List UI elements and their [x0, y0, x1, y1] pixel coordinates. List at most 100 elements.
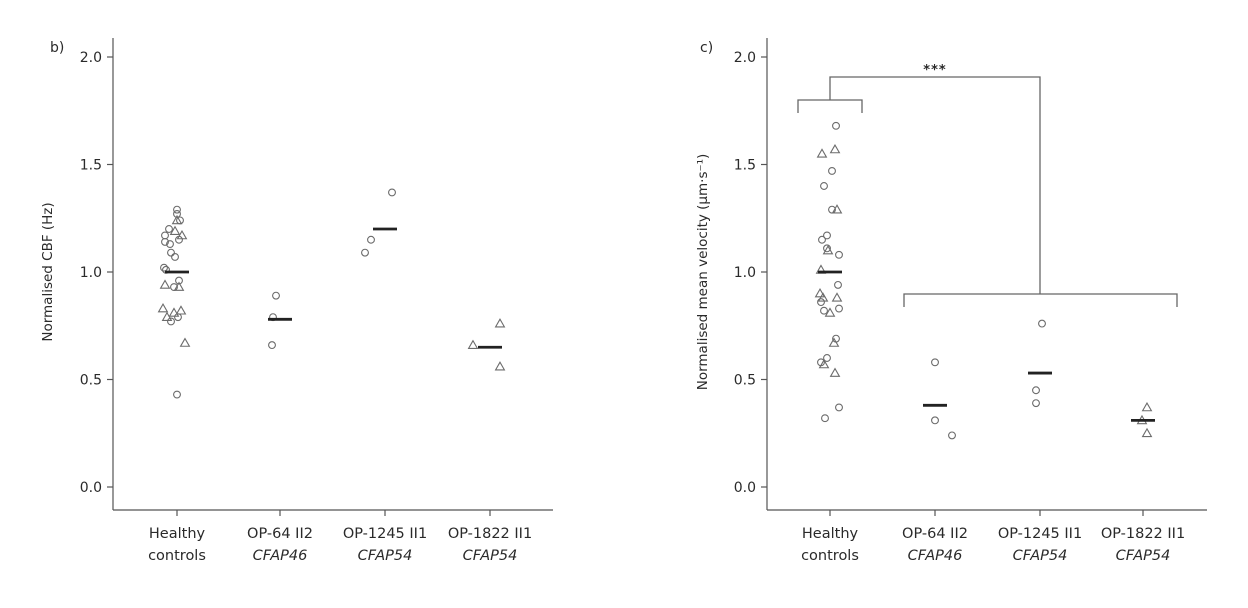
data-point-circle	[166, 240, 174, 249]
category-label: OP-64 II2	[902, 526, 968, 542]
category-label: OP-1822 II1	[448, 526, 532, 542]
data-point-circle	[835, 403, 843, 412]
x-categories: Healthy controls OP-64 II2 CFAP46 OP-1245 II…	[801, 510, 1185, 564]
data-point-circle	[1032, 399, 1040, 408]
y-tick-label: 2.0	[80, 50, 102, 66]
data-point-circle	[821, 414, 829, 423]
category-label: OP-1245 II1	[343, 526, 427, 542]
significance-label: ***	[923, 63, 946, 78]
x-categories: Healthy controls OP-64 II2 CFAP46 OP-1245 II…	[148, 510, 532, 564]
data-point-triangle	[831, 204, 843, 214]
data-point-circle	[820, 306, 828, 315]
bracket-patients	[903, 293, 1178, 307]
data-point-circle	[161, 237, 169, 246]
data-point-circle	[1038, 319, 1046, 328]
data-point-circle	[167, 317, 175, 326]
data-point-circle	[167, 248, 175, 257]
data-point-circle	[823, 244, 831, 253]
data-point-circle	[272, 291, 280, 300]
data-point-triangle	[159, 279, 171, 289]
data-point-circle	[367, 235, 375, 244]
data-point-triangle	[161, 311, 173, 322]
data-point-circle	[818, 235, 826, 244]
data-point-triangle	[494, 361, 506, 371]
data-point-circle	[165, 225, 173, 233]
data-point-circle	[817, 298, 825, 307]
bracket-connector	[829, 76, 1041, 294]
gene-label: CFAP46	[908, 548, 963, 564]
category-label: controls	[148, 548, 206, 564]
data-point-triangle	[814, 287, 826, 298]
data-point-circle	[173, 390, 181, 399]
y-tick-label: 1.5	[734, 158, 756, 174]
data-point-triangle	[816, 148, 828, 158]
mean-bars	[818, 270, 1155, 422]
data-point-circle	[931, 416, 939, 425]
data-point-circle	[171, 253, 179, 261]
category-label: OP-1245 II1	[998, 526, 1082, 542]
data-point-triangle	[169, 225, 181, 235]
gene-label: CFAP54	[463, 548, 518, 564]
data-point-triangle	[494, 318, 506, 328]
data-point-circle	[174, 313, 182, 322]
data-point-circle	[175, 235, 183, 244]
data-point-circle	[835, 304, 843, 313]
data-point-triangle	[179, 337, 191, 347]
y-tick-label: 1.0	[80, 265, 102, 281]
data-point-circle	[835, 250, 843, 259]
data-point-triangle	[157, 303, 169, 313]
y-ticks: 0.0 0.5 1.0 1.5 2.0	[80, 50, 113, 496]
bracket-controls	[797, 99, 863, 113]
y-ticks: 0.0 0.5 1.0 1.5 2.0	[734, 50, 767, 496]
data-point-circle	[948, 431, 956, 440]
y-tick-label: 0.0	[80, 480, 102, 496]
data-points	[157, 188, 506, 399]
data-point-circle	[173, 210, 181, 218]
data-point-circle	[832, 121, 840, 130]
y-tick-label: 1.5	[80, 158, 102, 174]
data-point-circle	[820, 182, 828, 190]
y-tick-label: 0.0	[734, 480, 756, 496]
significance-bracket: ***	[797, 63, 1178, 307]
category-label: Healthy	[149, 526, 206, 542]
y-axis-label: Normalised CBF (Hz)	[40, 202, 56, 341]
gene-label: CFAP54	[1116, 548, 1171, 564]
data-point-triangle	[818, 358, 830, 369]
data-point-triangle	[824, 307, 836, 317]
category-label: OP-1822 II1	[1101, 526, 1185, 542]
mean-bars	[165, 227, 502, 349]
data-point-triangle	[817, 292, 829, 302]
data-point-triangle	[829, 143, 841, 154]
data-point-circle	[931, 358, 939, 367]
data-point-triangle	[822, 244, 834, 255]
data-point-circle	[160, 263, 168, 272]
data-point-circle	[828, 167, 836, 175]
panel-c: c) Normalised mean velocity (µm·s⁻¹) 0.0…	[695, 38, 1207, 564]
panel-label: b)	[50, 40, 64, 56]
panel-label: c)	[700, 40, 713, 56]
data-point-triangle	[828, 337, 840, 347]
data-point-triangle	[168, 307, 180, 317]
data-point-circle	[823, 231, 831, 240]
data-point-circle	[823, 354, 831, 362]
data-point-triangle	[171, 214, 183, 225]
data-points	[814, 121, 1153, 440]
data-point-circle	[1032, 386, 1040, 395]
data-point-circle	[361, 248, 369, 257]
y-axis-label: Normalised mean velocity (µm·s⁻¹)	[695, 154, 711, 391]
y-tick-label: 1.0	[734, 265, 756, 281]
gene-label: CFAP46	[253, 548, 308, 564]
data-point-circle	[834, 280, 842, 289]
category-label: controls	[801, 548, 859, 564]
data-point-triangle	[1141, 401, 1153, 412]
data-point-triangle	[1141, 427, 1153, 438]
y-tick-label: 2.0	[734, 50, 756, 66]
category-label: OP-64 II2	[247, 526, 313, 542]
data-point-circle	[175, 276, 183, 285]
data-point-triangle	[829, 367, 841, 377]
gene-label: CFAP54	[358, 548, 413, 564]
y-tick-label: 0.5	[80, 373, 102, 389]
data-point-triangle	[467, 339, 479, 349]
gene-label: CFAP54	[1013, 548, 1068, 564]
